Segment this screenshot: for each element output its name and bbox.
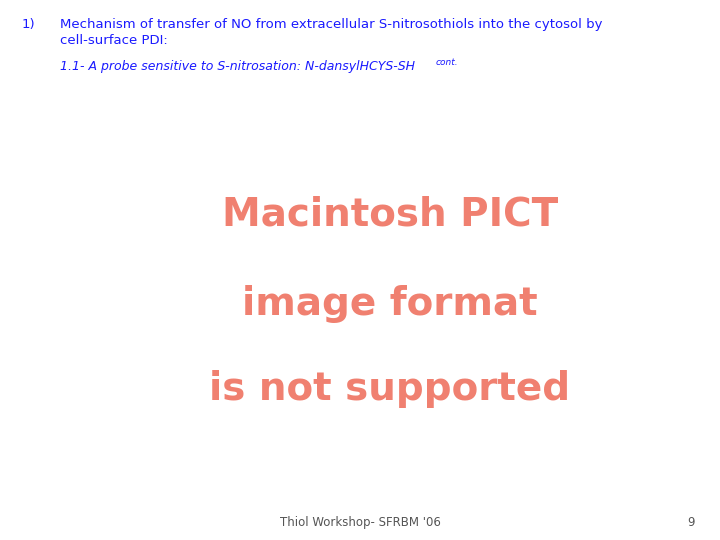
- Text: Macintosh PICT: Macintosh PICT: [222, 195, 558, 233]
- Text: is not supported: is not supported: [210, 370, 570, 408]
- Text: image format: image format: [242, 285, 538, 323]
- Text: 9: 9: [688, 516, 695, 529]
- Text: cont.: cont.: [436, 58, 459, 67]
- Text: Thiol Workshop- SFRBM '06: Thiol Workshop- SFRBM '06: [279, 516, 441, 529]
- Text: 1): 1): [22, 18, 35, 31]
- Text: cell-surface PDI:: cell-surface PDI:: [60, 34, 168, 47]
- Text: 1.1- A probe sensitive to S-nitrosation: N-dansylHCYS-SH: 1.1- A probe sensitive to S-nitrosation:…: [60, 60, 415, 73]
- Text: Mechanism of transfer of NO from extracellular S-nitrosothiols into the cytosol : Mechanism of transfer of NO from extrace…: [60, 18, 603, 31]
